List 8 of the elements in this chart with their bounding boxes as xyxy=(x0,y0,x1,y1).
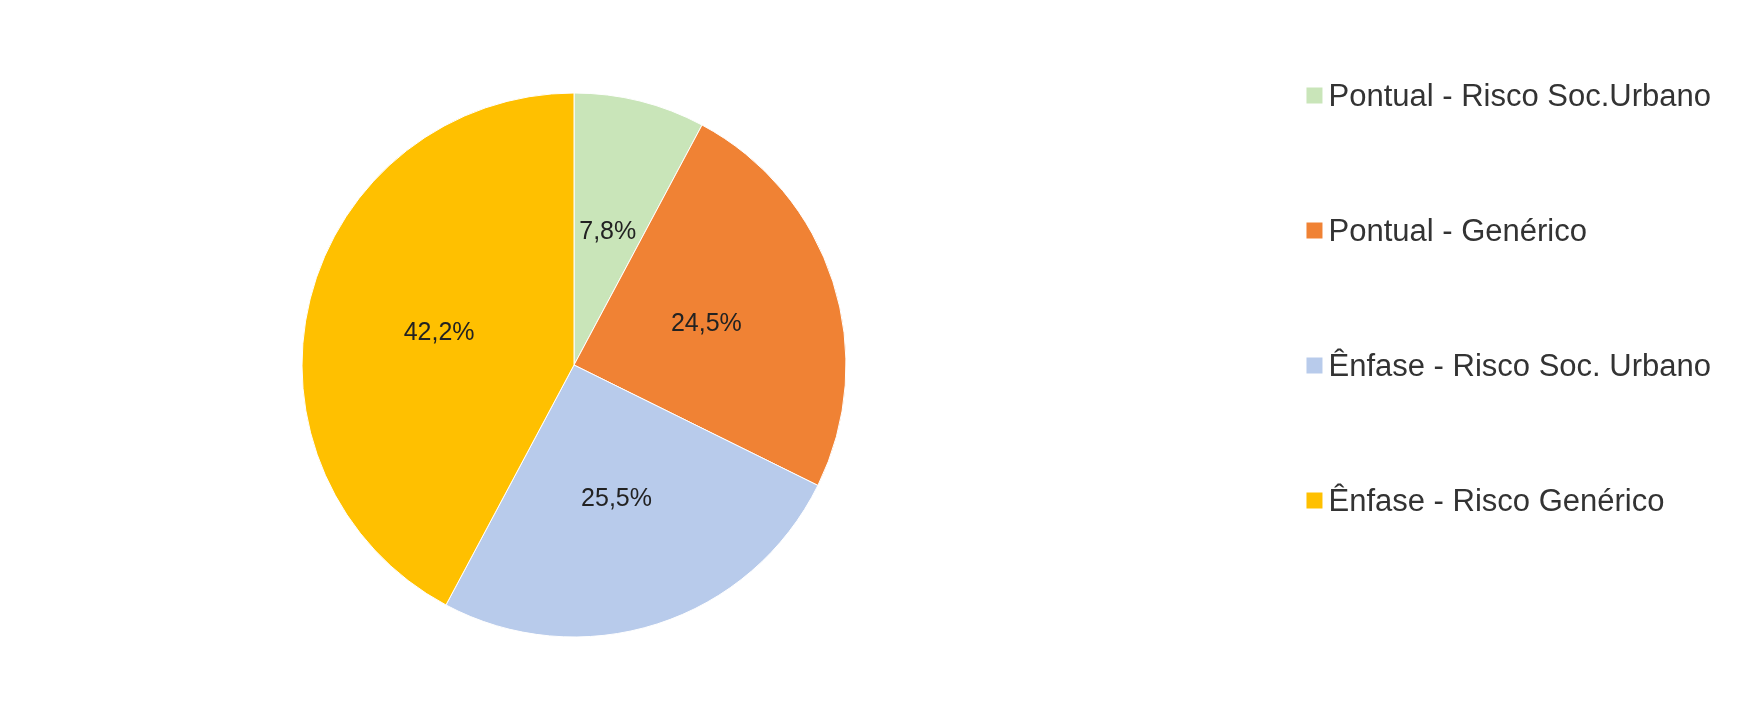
data-label: 42,2% xyxy=(403,317,475,346)
legend-label: Pontual - Risco Soc.Urbano xyxy=(1328,78,1712,113)
legend-label: Pontual - Genérico xyxy=(1328,213,1587,248)
data-label: 24,5% xyxy=(670,308,742,337)
data-label: 7,8% xyxy=(579,216,637,245)
legend-label: Ênfase - Risco Soc. Urbano xyxy=(1328,348,1711,383)
legend-label: Ênfase - Risco Genérico xyxy=(1328,483,1665,518)
data-label: 25,5% xyxy=(581,483,652,512)
